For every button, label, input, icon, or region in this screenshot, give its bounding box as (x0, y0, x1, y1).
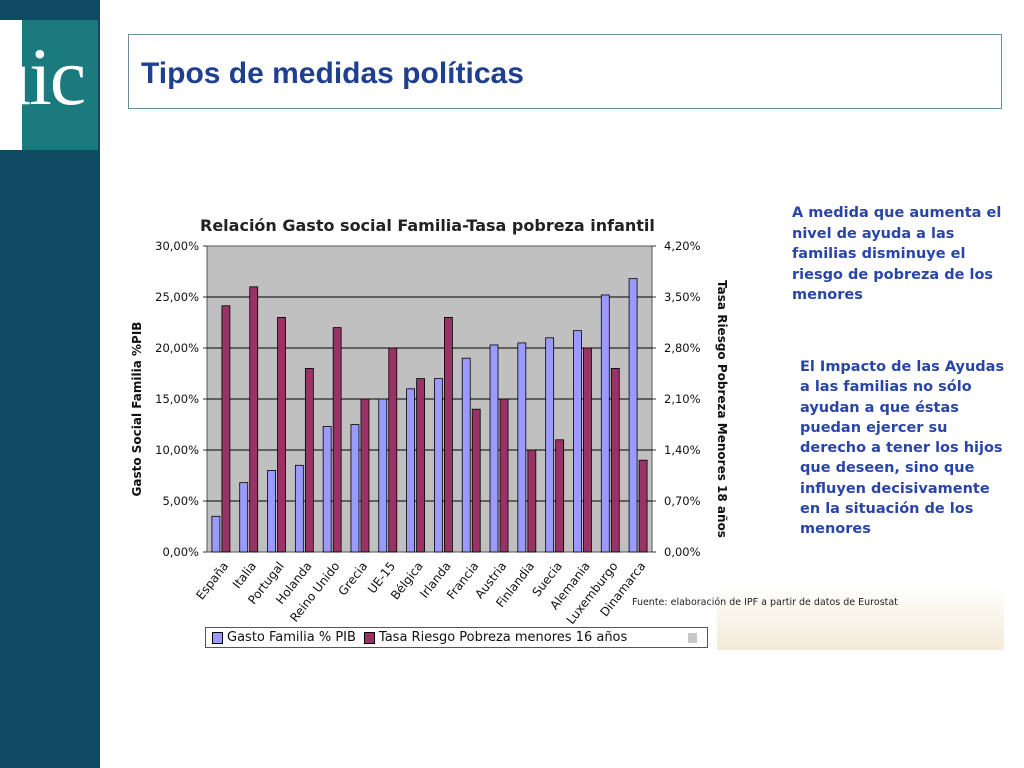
bar-tasa (221, 305, 231, 553)
bar-tasa (638, 459, 648, 553)
bar-tasa (249, 286, 259, 553)
bar-gasto (322, 426, 332, 553)
legend-label-tasa: Tasa Riesgo Pobreza menores 16 años (378, 630, 628, 645)
y-tick-label: 20,00% (155, 341, 199, 355)
bar-tasa (416, 378, 425, 553)
y2-axis-label: Tasa Riesgo Pobreza Menores 18 años (715, 280, 729, 538)
bar-gasto (211, 515, 221, 553)
bar-tasa (277, 316, 286, 553)
y2-tick-label: 0,00% (664, 545, 701, 559)
legend-swatch-tasa (363, 631, 375, 644)
bar-gasto (294, 464, 304, 553)
bar-gasto (517, 342, 527, 553)
y-tick-label: 0,00% (162, 545, 199, 559)
bar-gasto (600, 294, 610, 553)
y-tick-label: 10,00% (155, 443, 199, 457)
bar-tasa (499, 398, 509, 553)
x-tick-label: Grecia (336, 559, 371, 598)
chart-legend: Gasto Familia % PIB Tasa Riesgo Pobreza … (205, 627, 708, 648)
bar-gasto (406, 388, 415, 553)
legend-swatch-gasto (212, 631, 223, 644)
bar-gasto (434, 378, 443, 553)
bar-tasa (304, 367, 314, 553)
y2-tick-label: 2,10% (664, 392, 701, 406)
uic-logo: uic (0, 20, 98, 150)
y2-tick-label: 2,80% (664, 341, 701, 355)
y-tick-label: 15,00% (155, 392, 199, 406)
bar-gasto (573, 330, 582, 553)
bar-gasto (461, 357, 471, 553)
x-tick-label: España (193, 559, 231, 602)
bar-gasto (350, 424, 360, 553)
y-tick-label: 25,00% (155, 290, 199, 304)
y2-tick-label: 4,20% (664, 239, 701, 253)
y-tick-label: 30,00% (155, 239, 199, 253)
logo-text: uic (0, 31, 86, 122)
bar-tasa (471, 408, 481, 553)
bar-gasto (489, 344, 499, 553)
y-tick-label: 5,00% (162, 494, 199, 508)
bar-tasa (332, 327, 342, 553)
bar-tasa (527, 449, 537, 553)
page-title: Tipos de medidas políticas (141, 57, 524, 90)
bar-gasto (378, 398, 388, 553)
bar-tasa (583, 347, 592, 553)
bar-gasto (628, 278, 638, 553)
bar-tasa (388, 347, 398, 553)
legend-item-tasa: Tasa Riesgo Pobreza menores 16 años (363, 630, 628, 645)
bar-tasa (360, 398, 370, 553)
y-axis-label: Gasto Social Familia %PIB (130, 322, 144, 497)
bar-gasto (267, 469, 276, 553)
bar-tasa (555, 439, 565, 553)
title-box: Tipos de medidas políticas (128, 34, 1002, 109)
logo-white-band (0, 20, 22, 150)
y2-tick-label: 3,50% (664, 290, 701, 304)
y2-tick-label: 0,70% (664, 494, 701, 508)
chart-source: Fuente: elaboración de IPF a partir de d… (632, 597, 898, 608)
bar-gasto (545, 337, 555, 553)
bar-tasa (444, 316, 453, 553)
legend-extra-swatch (688, 632, 697, 643)
note-second: El Impacto de las Ayudas a las familias … (800, 359, 1005, 538)
note-first: A medida que aumenta el nivel de ayuda a… (792, 205, 1002, 303)
legend-item-gasto: Gasto Familia % PIB (212, 630, 356, 645)
y2-tick-label: 1,40% (664, 443, 701, 457)
legend-label-gasto: Gasto Familia % PIB (227, 630, 356, 645)
bar-tasa (610, 367, 620, 553)
bar-gasto (239, 482, 249, 553)
chart-title: Relación Gasto social Familia-Tasa pobre… (200, 216, 655, 235)
